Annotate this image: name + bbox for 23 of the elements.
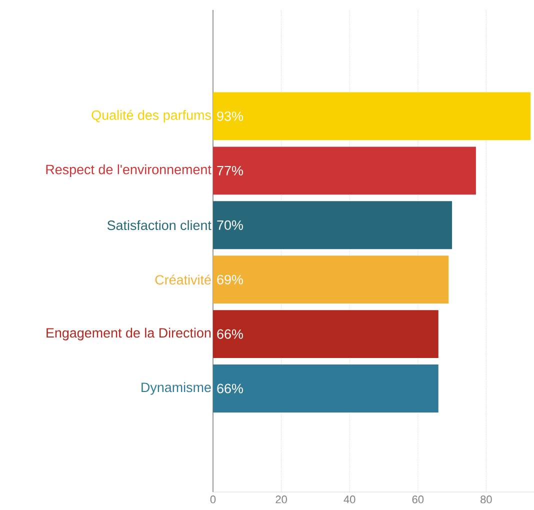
data-label: 77%	[217, 166, 243, 176]
data-label: 66%	[217, 384, 243, 394]
bar	[213, 256, 449, 304]
bar	[213, 364, 438, 412]
x-tick-label: 80	[480, 496, 492, 504]
y-tick-label: Qualité des parfums	[92, 110, 211, 123]
x-tick-label: 40	[344, 496, 356, 504]
data-label: 70%	[217, 220, 243, 230]
data-label: 93%	[217, 111, 243, 121]
data-label: 66%	[217, 329, 243, 339]
y-tick-label: Dynamisme	[142, 382, 211, 395]
data-label: 69%	[217, 274, 243, 284]
x-tick-label: 60	[412, 496, 424, 504]
y-tick-label: Respect de l'environnement	[46, 164, 212, 177]
bar	[213, 201, 452, 250]
y-tick-label: Créativité	[155, 274, 211, 285]
x-tick-label: 20	[276, 496, 287, 504]
bar	[213, 310, 438, 358]
y-tick-label: Satisfaction client	[107, 220, 212, 230]
y-tick-label: Engagement de la Direction	[46, 328, 211, 340]
bar	[213, 146, 476, 195]
x-tick-label: 0	[210, 496, 216, 504]
bar	[213, 92, 531, 140]
